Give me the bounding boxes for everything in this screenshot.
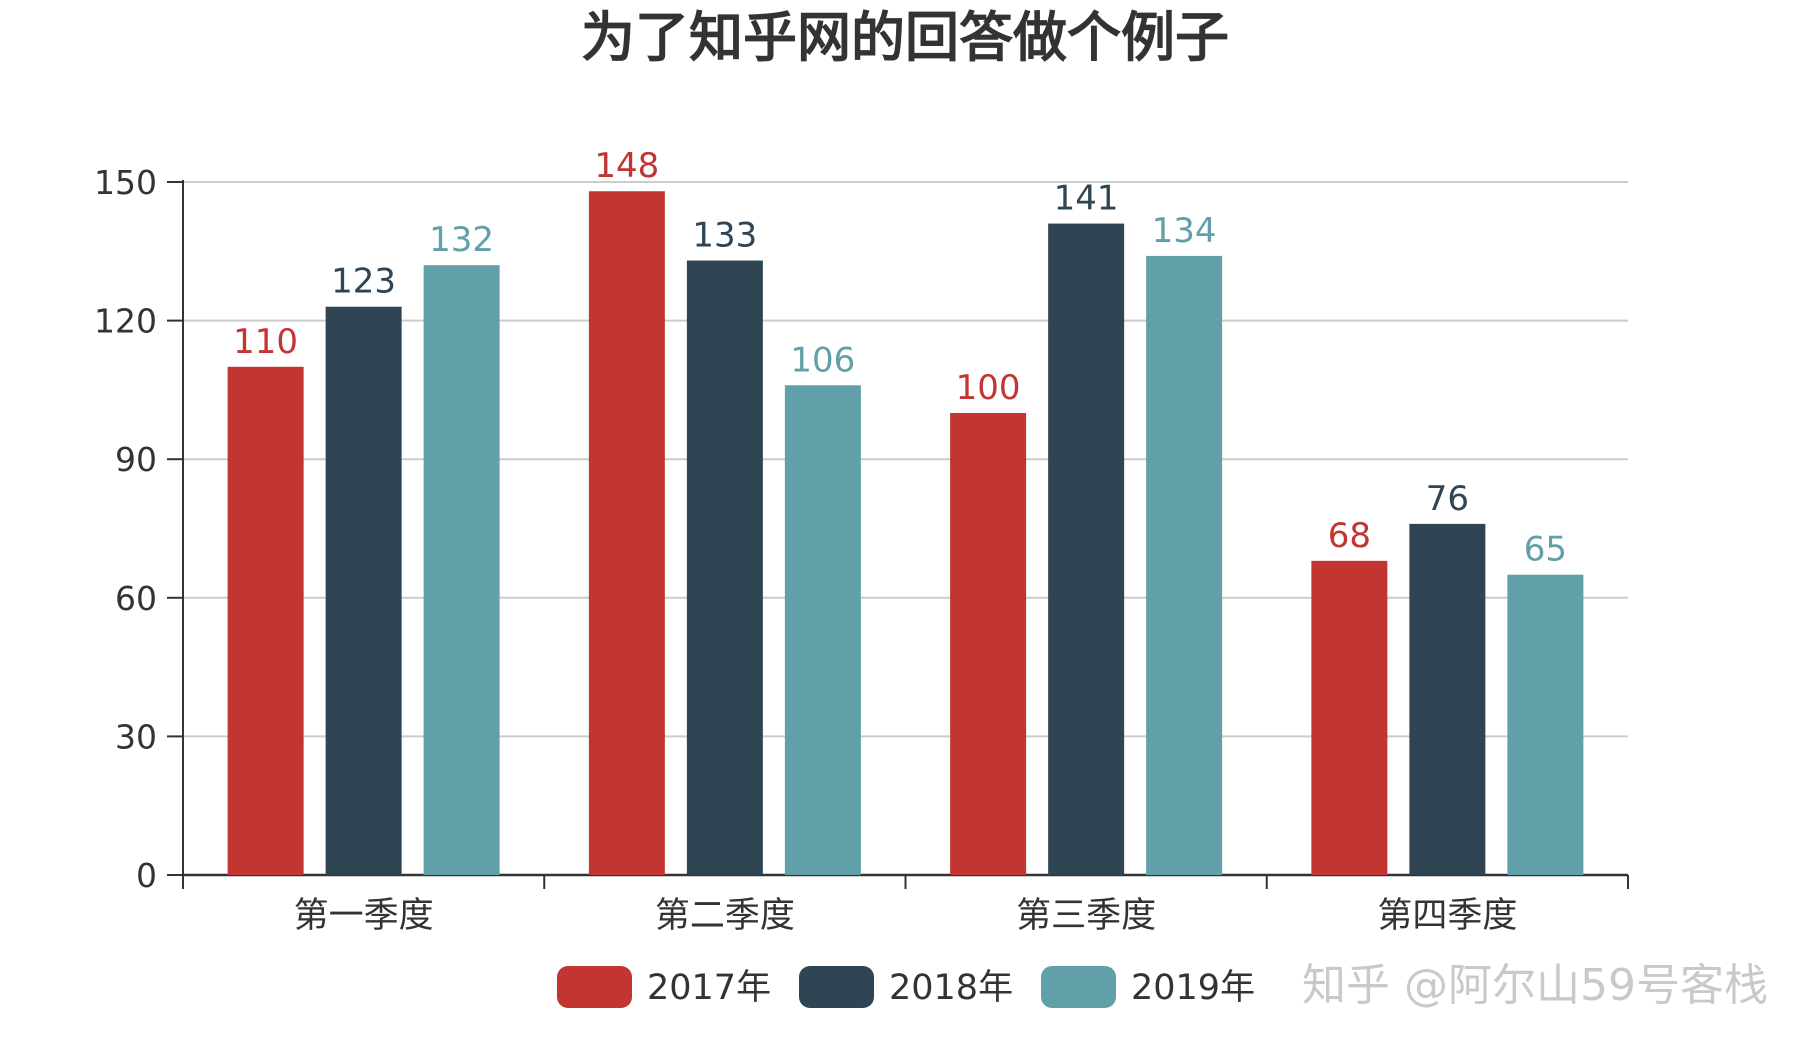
bar bbox=[784, 385, 861, 875]
bar bbox=[227, 366, 304, 875]
legend-item[interactable]: 2017年 bbox=[557, 966, 771, 1008]
legend-swatch bbox=[1041, 966, 1116, 1008]
chart-title: 为了知乎网的回答做个例子 bbox=[581, 6, 1229, 69]
data-label: 123 bbox=[331, 262, 396, 302]
bar bbox=[1409, 523, 1486, 875]
data-label: 76 bbox=[1426, 479, 1469, 519]
data-label: 65 bbox=[1524, 530, 1567, 570]
bar bbox=[1146, 255, 1223, 876]
data-label: 110 bbox=[233, 322, 298, 362]
bar bbox=[588, 191, 665, 876]
y-tick-label: 150 bbox=[94, 163, 157, 202]
y-tick-label: 120 bbox=[94, 302, 157, 341]
x-category-label: 第二季度 bbox=[655, 896, 795, 936]
data-label: 106 bbox=[790, 340, 855, 380]
bar bbox=[1311, 560, 1388, 875]
data-label: 132 bbox=[429, 220, 494, 260]
legend-label: 2019年 bbox=[1131, 968, 1255, 1008]
legend-label: 2017年 bbox=[647, 968, 771, 1008]
x-category-label: 第一季度 bbox=[294, 896, 434, 936]
x-category-label: 第四季度 bbox=[1377, 896, 1517, 936]
bar bbox=[325, 306, 402, 875]
axes: 0 30 60 90 120 150 第一季度 第二季度 第三季度 第四季度 bbox=[94, 163, 1629, 936]
legend-swatch bbox=[799, 966, 874, 1008]
legend-item[interactable]: 2019年 bbox=[1041, 966, 1255, 1008]
legend-label: 2018年 bbox=[889, 968, 1013, 1008]
bar bbox=[950, 413, 1027, 875]
x-category-label: 第三季度 bbox=[1016, 896, 1156, 936]
watermark-text: 知乎 @阿尔山59号客栈 bbox=[1302, 960, 1768, 1011]
y-tick-label: 90 bbox=[115, 440, 157, 479]
data-labels: 110 123 132 148 133 106 100 141 134 68 76 65 bbox=[233, 146, 1567, 569]
data-label: 100 bbox=[956, 368, 1021, 408]
legend[interactable]: 2017年 2018年 2019年 bbox=[557, 966, 1255, 1008]
y-tick-label: 0 bbox=[136, 856, 157, 895]
bar bbox=[686, 260, 763, 875]
legend-swatch bbox=[557, 966, 632, 1008]
data-label: 134 bbox=[1152, 211, 1217, 251]
bars bbox=[227, 191, 1584, 876]
data-label: 141 bbox=[1054, 179, 1119, 219]
bar bbox=[1048, 223, 1125, 875]
bar bbox=[1507, 574, 1584, 875]
y-tick-label: 30 bbox=[115, 717, 157, 756]
data-label: 68 bbox=[1328, 516, 1371, 556]
data-label: 133 bbox=[692, 216, 757, 256]
data-label: 148 bbox=[594, 146, 659, 186]
y-tick-label: 60 bbox=[115, 579, 157, 618]
legend-item[interactable]: 2018年 bbox=[799, 966, 1013, 1008]
bar bbox=[423, 265, 500, 875]
